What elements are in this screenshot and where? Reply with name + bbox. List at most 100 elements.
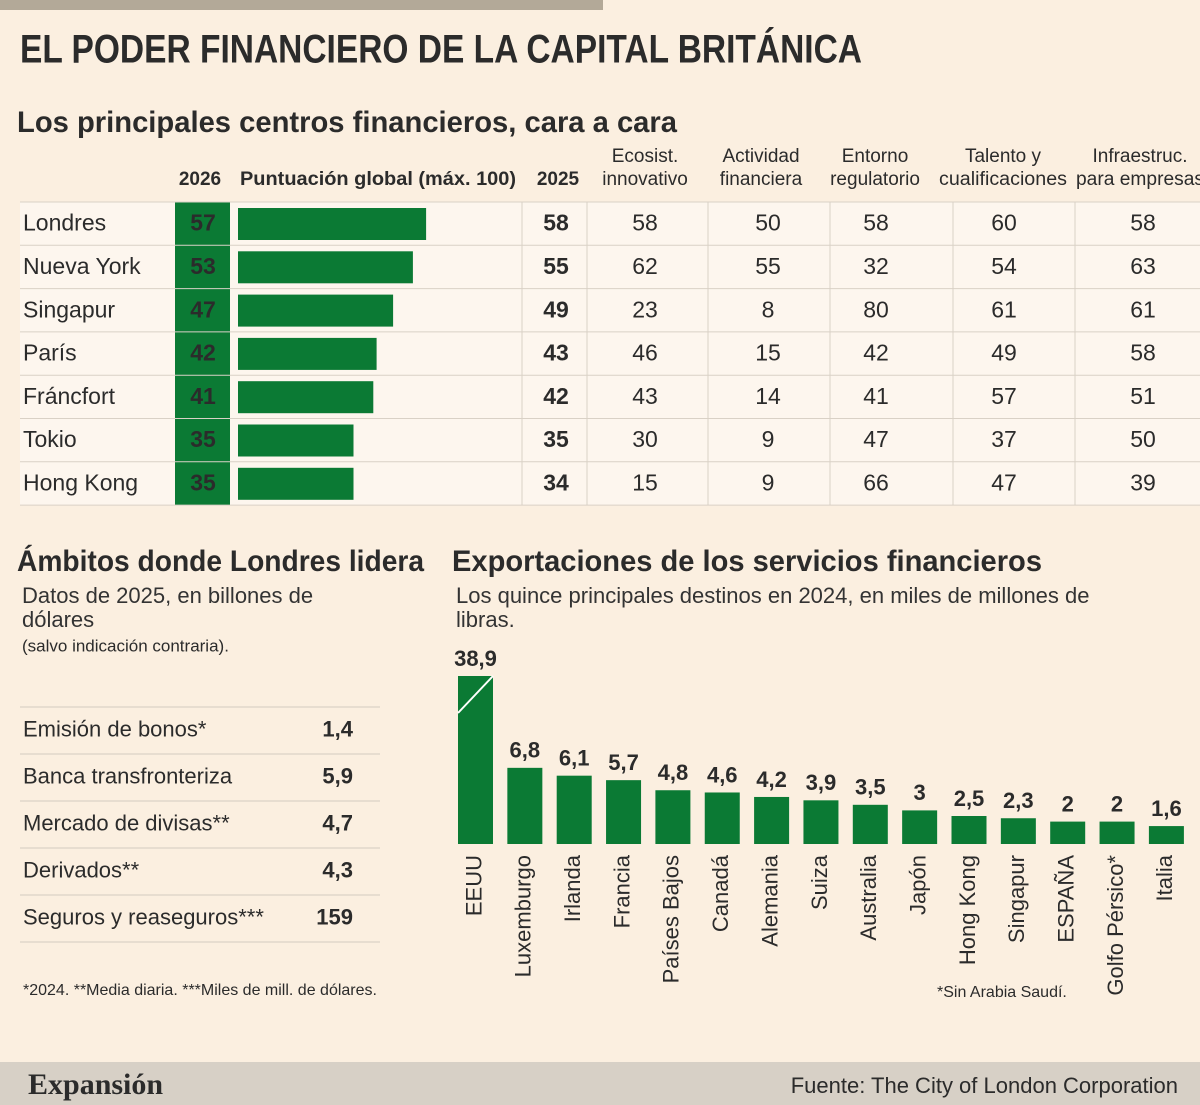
value-label: 2 (1111, 791, 1123, 816)
cell-value: 47 (863, 426, 889, 452)
column-header: Puntuación global (máx. 100) (240, 169, 516, 190)
cell-value: 43 (632, 383, 658, 409)
cell-value: 43 (543, 340, 569, 366)
bar (902, 810, 938, 844)
cell-value: 55 (543, 253, 569, 279)
row-label: Seguros y reaseguros*** (23, 904, 264, 929)
bar (238, 337, 377, 370)
bar-footnote: *Sin Arabia Saudí. (937, 984, 1067, 1001)
cell-value: 35 (543, 426, 569, 452)
cell-value: 55 (755, 253, 781, 279)
list-title: Ámbitos donde Londres lidera (17, 544, 424, 578)
bar (238, 208, 427, 240)
cell-value: 32 (863, 253, 889, 279)
value-label: 3,9 (806, 770, 837, 795)
column-header: regulatorio (830, 169, 920, 190)
row-value: 159 (316, 904, 353, 929)
value-label: 3,5 (855, 775, 886, 800)
cell-value: 57 (190, 210, 216, 236)
cell-value: 35 (190, 426, 216, 452)
table-title: Los principales centros financieros, car… (17, 106, 677, 139)
bar (606, 780, 642, 844)
cell-value: 39 (1130, 470, 1156, 496)
column-header: para empresas (1076, 169, 1200, 190)
cell-value: 49 (543, 296, 569, 322)
x-tick-label: Italia (1152, 854, 1177, 901)
top-strip (0, 0, 603, 10)
x-tick-label: Luxemburgo (511, 855, 536, 977)
bar (458, 676, 493, 844)
x-tick-label: Hong Kong (955, 855, 980, 965)
bar (238, 424, 354, 457)
value-label: 38,9 (454, 646, 497, 671)
x-tick-label: Australia (856, 854, 881, 940)
cell-value: 34 (543, 470, 569, 496)
cell-value: 41 (863, 383, 889, 409)
cell-value: 14 (755, 383, 781, 409)
x-tick-label: Golfo Pérsico* (1103, 855, 1128, 996)
cell-value: 60 (991, 210, 1017, 236)
x-tick-label: Singapur (1004, 855, 1029, 943)
x-tick-label: EEUU (461, 855, 486, 916)
bar (507, 767, 543, 844)
cell-value: 63 (1130, 253, 1156, 279)
cell-value: 58 (632, 210, 658, 236)
x-tick-label: ESPAÑA (1054, 855, 1079, 943)
cell-value: 53 (190, 253, 216, 279)
page-title: EL PODER FINANCIERO DE LA CAPITAL BRITÁN… (20, 27, 862, 72)
list-note: (salvo indicación contraria). (22, 636, 229, 655)
column-header: Infraestruc. (1092, 146, 1187, 167)
cell-value: 15 (632, 470, 658, 496)
cell-value: 58 (863, 210, 889, 236)
cell-value: 35 (190, 470, 216, 496)
row-label: Derivados** (23, 857, 140, 882)
bar (238, 294, 394, 327)
cell-value: 23 (632, 296, 658, 322)
value-label: 4,2 (756, 767, 787, 792)
value-label: 6,8 (510, 738, 541, 763)
row-value: 5,9 (322, 763, 353, 788)
column-header: Actividad (722, 146, 799, 167)
cell-value: 9 (762, 470, 775, 496)
cell-value: 42 (190, 340, 216, 366)
value-label: 4,6 (707, 762, 738, 787)
value-label: 1,6 (1151, 796, 1182, 821)
cell-value: 66 (863, 470, 889, 496)
cell-value: 42 (543, 383, 569, 409)
cell-value: 62 (632, 253, 658, 279)
cell-value: 30 (632, 426, 658, 452)
rank-column (175, 202, 230, 506)
cell-value: 9 (762, 426, 775, 452)
bar (803, 800, 839, 844)
row-label: Singapur (23, 296, 115, 322)
row-label: París (23, 340, 77, 366)
bar (1050, 821, 1086, 844)
cell-value: 57 (991, 383, 1017, 409)
bar (556, 775, 592, 844)
row-value: 4,3 (322, 857, 353, 882)
bar (238, 467, 354, 500)
row-label: Hong Kong (23, 470, 138, 496)
bar (655, 790, 691, 844)
column-header: cualificaciones (939, 169, 1067, 190)
x-tick-label: Países Bajos (659, 855, 684, 983)
cell-value: 46 (632, 340, 658, 366)
column-header: Ecosist. (612, 146, 679, 167)
bar (1000, 818, 1036, 844)
cell-value: 51 (1130, 383, 1156, 409)
cell-value: 41 (190, 383, 216, 409)
cell-value: 80 (863, 296, 889, 322)
cell-value: 37 (991, 426, 1017, 452)
cell-value: 8 (762, 296, 775, 322)
bar-subtitle: Los quince principales destinos en 2024,… (456, 583, 1090, 632)
value-label: 4,8 (658, 760, 689, 785)
cell-value: 49 (991, 340, 1017, 366)
cell-value: 47 (991, 470, 1017, 496)
column-header: 2025 (537, 169, 580, 190)
row-value: 4,7 (322, 810, 353, 835)
cell-value: 50 (1130, 426, 1156, 452)
axis-break (457, 675, 494, 714)
cell-value: 15 (755, 340, 781, 366)
cell-value: 58 (1130, 340, 1156, 366)
